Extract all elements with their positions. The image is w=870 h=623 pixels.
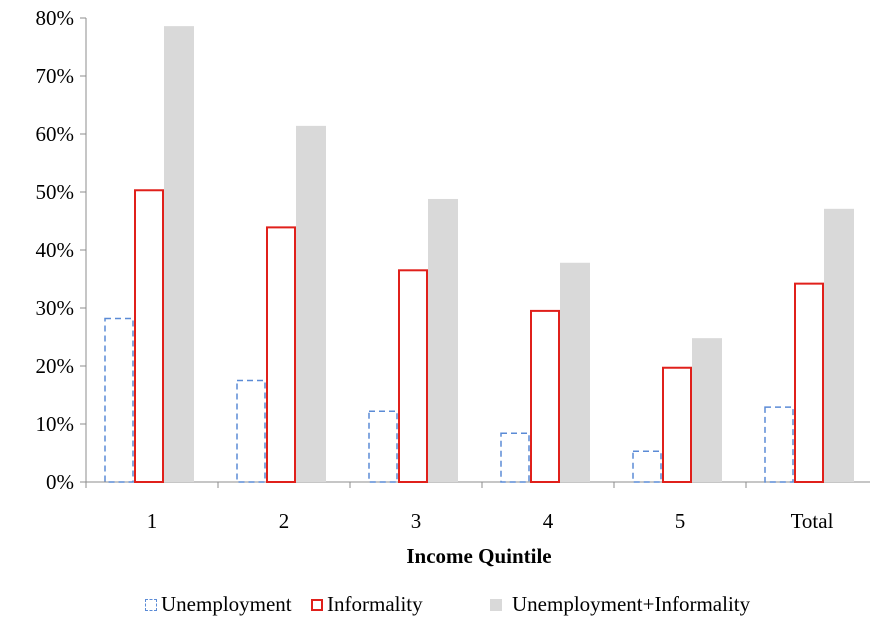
x-tick-label: 1 xyxy=(147,509,158,533)
bar-unemployment xyxy=(764,406,794,483)
bar-informality xyxy=(398,269,428,483)
bar-informality xyxy=(662,366,692,483)
bar-unemployment-informality xyxy=(428,198,458,482)
x-tick-label: 2 xyxy=(279,509,290,533)
y-tick-label: 60% xyxy=(36,122,75,146)
legend-swatch-unemployment-informality xyxy=(490,598,502,611)
legend: Unemployment Informality Unemployment+In… xyxy=(0,592,870,622)
legend-item-unemployment: Unemployment xyxy=(145,592,292,617)
y-tick-label: 0% xyxy=(46,470,74,494)
bar-unemployment xyxy=(104,317,134,483)
bar-unemployment-informality xyxy=(164,26,194,483)
bar-unemployment-informality xyxy=(560,262,590,482)
x-tick-label: Total xyxy=(791,509,834,533)
legend-label-informality: Informality xyxy=(327,592,423,616)
bar-unemployment xyxy=(500,432,530,483)
y-tick-label: 10% xyxy=(36,412,75,436)
legend-swatch-informality xyxy=(311,598,323,611)
y-tick-label: 40% xyxy=(36,238,75,262)
legend-label-unemployment-informality: Unemployment+Informality xyxy=(512,592,751,616)
bar-informality xyxy=(794,282,824,484)
y-tick-label: 70% xyxy=(36,64,75,88)
bar-unemployment-informality xyxy=(296,125,326,482)
bar-informality xyxy=(530,309,560,483)
bars xyxy=(104,26,854,484)
x-axis-title: Income Quintile xyxy=(406,544,551,568)
y-tick-label: 80% xyxy=(36,6,75,30)
bar-unemployment-informality xyxy=(692,338,722,482)
y-tick-label: 50% xyxy=(36,180,75,204)
y-tick-label: 20% xyxy=(36,354,75,378)
bar-informality xyxy=(134,189,164,483)
x-tick-label: 3 xyxy=(411,509,422,533)
x-axis: 1 2 3 4 5 Total xyxy=(85,481,870,533)
bar-unemployment xyxy=(368,410,398,483)
legend-label-unemployment: Unemployment xyxy=(161,592,292,616)
x-tick-label: 5 xyxy=(675,509,686,533)
legend-item-informality: Informality xyxy=(311,592,423,617)
x-tick-label: 4 xyxy=(543,509,554,533)
y-axis: 0% 10% 20% 30% 40% 50% 60% 70% 80% xyxy=(36,6,87,494)
bar-unemployment-informality xyxy=(824,208,854,482)
bar-unemployment xyxy=(632,450,662,483)
bar-informality xyxy=(266,226,296,483)
bar-chart: 0% 10% 20% 30% 40% 50% 60% 70% 80% 1 2 3 4 5 Total In… xyxy=(36,6,870,568)
legend-swatch-unemployment xyxy=(145,598,157,611)
legend-item-unemployment-informality: Unemployment+Informality xyxy=(490,592,750,617)
y-tick-label: 30% xyxy=(36,296,75,320)
bar-unemployment xyxy=(236,379,266,483)
